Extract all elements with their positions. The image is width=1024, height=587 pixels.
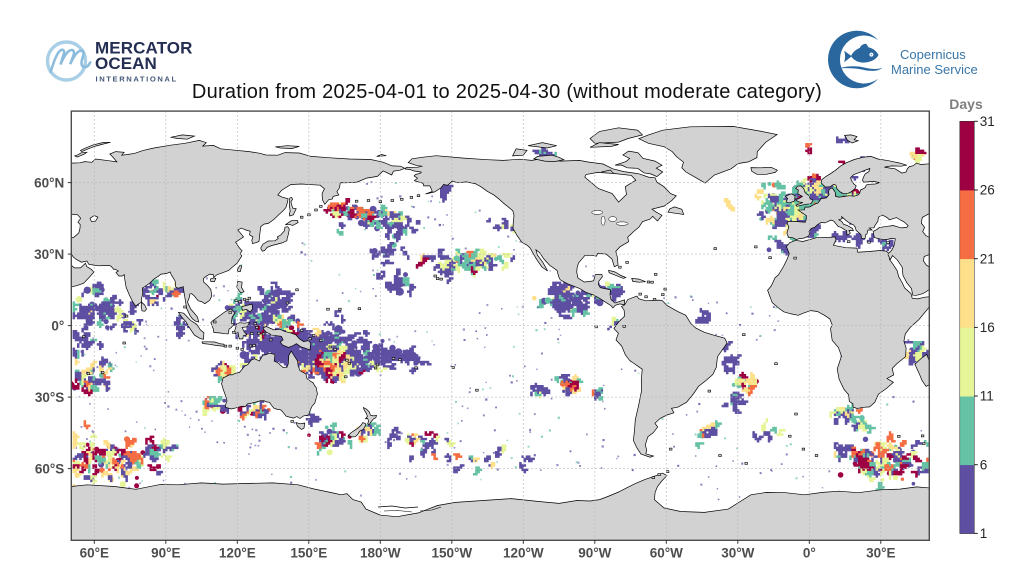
svg-text:31: 31 bbox=[980, 114, 995, 129]
svg-text:26: 26 bbox=[980, 183, 995, 198]
svg-text:MERCATOR: MERCATOR bbox=[95, 39, 192, 58]
svg-text:11: 11 bbox=[980, 389, 994, 404]
svg-text:INTERNATIONAL: INTERNATIONAL bbox=[96, 75, 178, 84]
svg-text:Duration from 2025-04-01 to 20: Duration from 2025-04-01 to 2025-04-30 (… bbox=[192, 81, 822, 103]
svg-text:OCEAN: OCEAN bbox=[95, 54, 157, 73]
svg-text:60°S: 60°S bbox=[35, 461, 64, 476]
svg-text:0°: 0° bbox=[803, 545, 816, 560]
svg-text:30°N: 30°N bbox=[34, 247, 64, 262]
svg-text:60°W: 60°W bbox=[650, 545, 683, 560]
svg-text:0°: 0° bbox=[51, 318, 64, 333]
svg-text:30°E: 30°E bbox=[866, 545, 895, 560]
svg-text:6: 6 bbox=[980, 457, 988, 472]
svg-text:90°W: 90°W bbox=[578, 545, 611, 560]
svg-text:150°E: 150°E bbox=[290, 545, 327, 560]
svg-text:30°S: 30°S bbox=[35, 390, 64, 405]
svg-text:120°E: 120°E bbox=[219, 545, 256, 560]
svg-text:30°W: 30°W bbox=[721, 545, 754, 560]
svg-text:Marine Service: Marine Service bbox=[891, 62, 978, 77]
svg-text:1: 1 bbox=[980, 526, 988, 541]
svg-text:60°E: 60°E bbox=[80, 545, 109, 560]
svg-text:21: 21 bbox=[980, 251, 995, 266]
svg-text:150°W: 150°W bbox=[431, 545, 472, 560]
svg-text:180°W: 180°W bbox=[360, 545, 401, 560]
svg-text:60°N: 60°N bbox=[34, 175, 64, 190]
svg-text:120°W: 120°W bbox=[503, 545, 544, 560]
svg-text:90°E: 90°E bbox=[151, 545, 180, 560]
svg-text:Days: Days bbox=[949, 96, 983, 112]
svg-text:Copernicus: Copernicus bbox=[900, 47, 966, 62]
svg-text:16: 16 bbox=[980, 320, 995, 335]
